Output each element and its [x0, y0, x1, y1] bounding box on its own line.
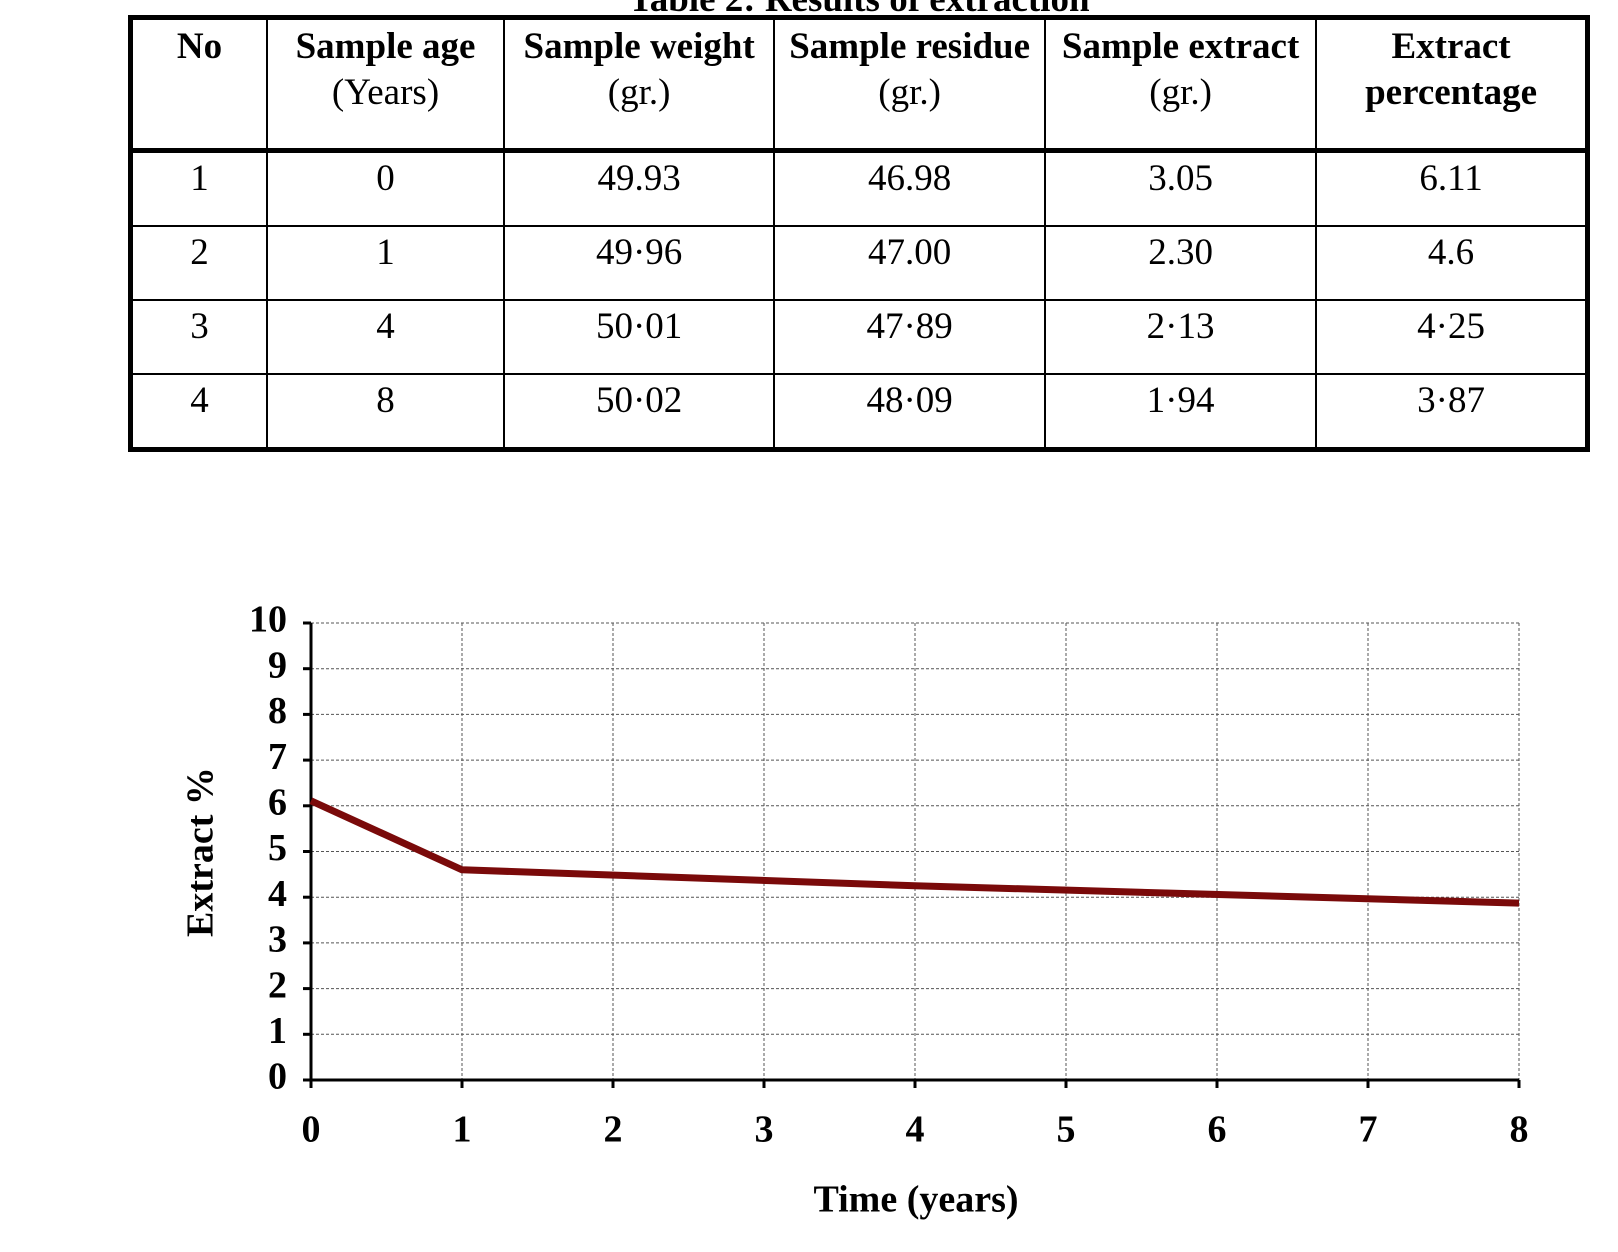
x-tick-label: 4: [906, 1109, 925, 1151]
y-tick-label: 4: [268, 873, 287, 915]
header-text: Sample residue: [789, 26, 1031, 67]
header-text: Sample weight: [523, 26, 755, 67]
table-cell: 1: [265, 225, 506, 301]
table-row: 1 0 49.93 46.98 3.05 6.11: [129, 149, 1589, 227]
header-text: Sample extract: [1061, 26, 1300, 67]
table-cell: 49·96: [503, 225, 776, 301]
y-tick-label: 1: [268, 1010, 287, 1052]
table-row: 2 1 49·96 47.00 2.30 4.6: [129, 225, 1589, 301]
table-cell: 4: [265, 299, 506, 375]
header-cell: Sample residue (gr.): [773, 16, 1047, 153]
table-cell: 50·02: [503, 373, 776, 451]
y-tick-label: 7: [268, 736, 287, 778]
table-cell: 2.30: [1044, 225, 1318, 301]
table-cell: 50·01: [503, 299, 776, 375]
y-axis-label: Extract %: [180, 767, 222, 937]
header-cell: Sample extract (gr.): [1044, 16, 1318, 153]
table-cell: 48·09: [773, 373, 1047, 451]
y-tick-label: 10: [249, 599, 287, 641]
table-body: 1 0 49.93 46.98 3.05 6.11 2 1 49·96 47.00 2.30 4.6 3…: [129, 149, 1589, 451]
table-cell: 6.11: [1315, 149, 1589, 227]
table-cell: 4.6: [1315, 225, 1589, 301]
x-tick-label: 3: [755, 1109, 774, 1151]
table-cell: 3.05: [1044, 149, 1318, 227]
table-cell: 8: [265, 373, 506, 451]
y-tick-label: 8: [268, 690, 287, 732]
table-cell: 47·89: [773, 299, 1047, 375]
table-row: 4 8 50·02 48·09 1·94 3·87: [129, 373, 1589, 451]
header-cell: Extract percentage: [1315, 16, 1589, 153]
y-tick-label: 0: [268, 1056, 287, 1098]
x-tick-label: 2: [604, 1109, 623, 1151]
header-row: No Sample age (Years) Sample weight (gr.) S…: [129, 16, 1589, 153]
x-tick-label: 6: [1208, 1109, 1227, 1151]
x-tick-label: 7: [1359, 1109, 1378, 1151]
table-row: 3 4 50·01 47·89 2·13 4·25: [129, 299, 1589, 375]
table-cell: 3: [129, 299, 268, 375]
table-cell: 2·13: [1044, 299, 1318, 375]
table-cell: 46.98: [773, 149, 1047, 227]
table-cell: 1·94: [1044, 373, 1318, 451]
table-cell: 1: [129, 149, 268, 227]
x-axis-label: Time (years): [813, 1179, 1018, 1221]
header-text: No: [176, 26, 223, 67]
header-cell: No: [129, 16, 268, 153]
table-cell: 0: [265, 149, 506, 227]
table-cell: 49.93: [503, 149, 776, 227]
table-cell: 47.00: [773, 225, 1047, 301]
table-cell: 4·25: [1315, 299, 1589, 375]
y-tick-label: 5: [268, 827, 287, 869]
header-unit: (gr.): [1149, 72, 1212, 113]
table-cell: 4: [129, 373, 268, 451]
x-tick-label: 0: [302, 1109, 321, 1151]
y-tick-label: 3: [268, 919, 287, 961]
header-cell: Sample weight (gr.): [503, 16, 776, 153]
header-cell: Sample age (Years): [265, 16, 506, 153]
header-text: Sample age: [295, 26, 476, 67]
y-tick-label: 6: [268, 782, 287, 824]
results-table: No Sample age (Years) Sample weight (gr.) S…: [128, 15, 1590, 452]
header-unit: (gr.): [878, 72, 941, 113]
header-text: Extract percentage: [1365, 26, 1537, 113]
y-tick-label: 9: [268, 644, 287, 686]
data-line: [309, 797, 1520, 907]
x-tick-label: 1: [453, 1109, 472, 1151]
y-tick-label: 2: [268, 964, 287, 1006]
table-cell: 2: [129, 225, 268, 301]
x-tick-label: 8: [1510, 1109, 1529, 1151]
header-unit: (Years): [331, 72, 440, 113]
x-tick-label: 5: [1057, 1109, 1076, 1151]
header-unit: (gr.): [607, 72, 671, 113]
table-cell: 3·87: [1315, 373, 1589, 451]
